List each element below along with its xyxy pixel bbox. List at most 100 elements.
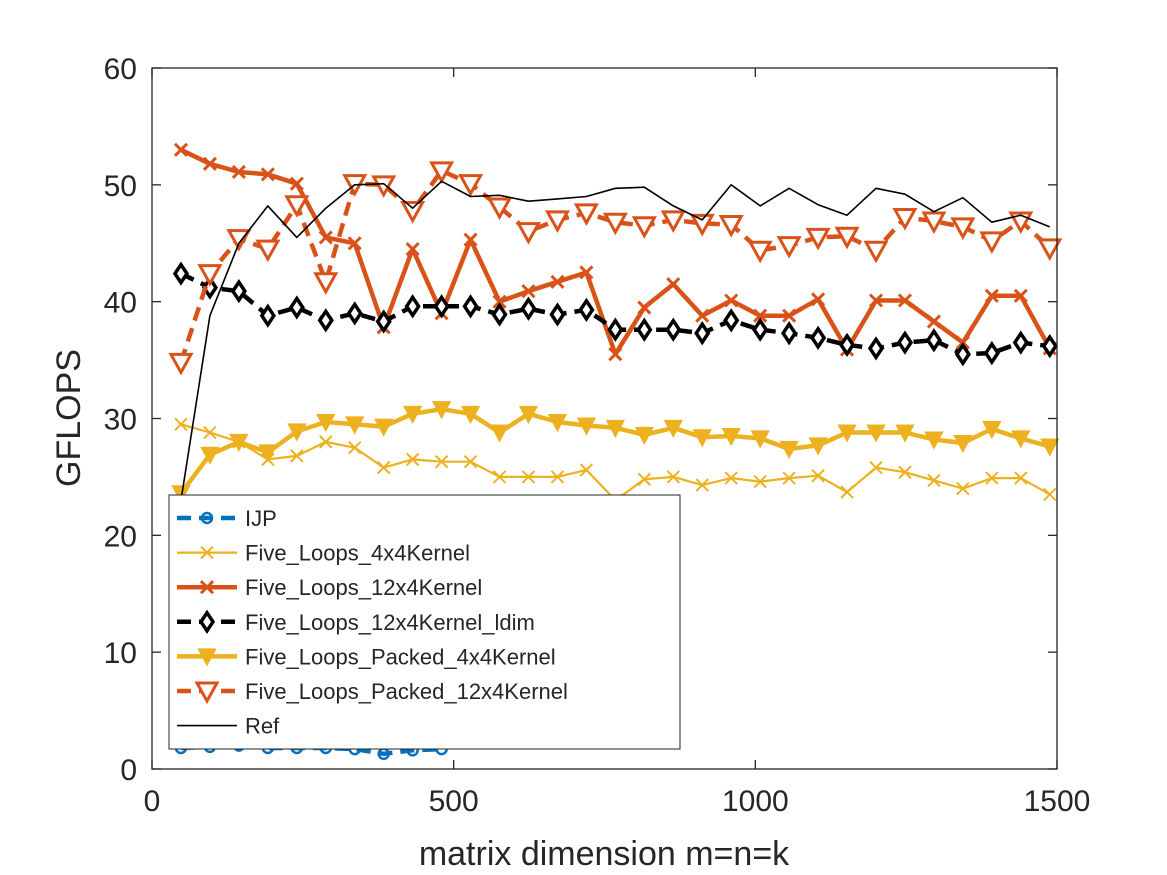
data-point-s4-p13	[547, 414, 568, 433]
data-point-s3-p17	[665, 317, 682, 342]
y-tick-label-2: 20	[104, 520, 137, 553]
data-point-s5-p11	[486, 197, 513, 221]
data-point-s5-p15	[602, 212, 628, 236]
data-point-s4-p20	[750, 430, 770, 449]
data-point-s5-p14	[573, 203, 599, 226]
data-point-s5-p13	[544, 210, 570, 233]
data-point-s5-p16	[631, 216, 657, 239]
data-point-s3-p12	[520, 296, 537, 321]
data-point-s5-p28	[979, 231, 1005, 255]
data-point-s3-p0	[172, 261, 190, 286]
legend-marker-0	[200, 511, 214, 525]
data-point-s2-p3	[260, 167, 275, 182]
x-tick-label-3: 1500	[1024, 785, 1091, 818]
data-point-s4-p22	[808, 437, 828, 456]
data-point-s5-p9	[429, 161, 455, 184]
data-point-s5-p23	[834, 226, 860, 250]
series-3	[172, 261, 1058, 367]
data-point-s5-p5	[313, 272, 339, 295]
data-point-s3-p14	[578, 297, 595, 322]
y-axis-label: GFLOPS	[50, 349, 88, 487]
data-point-s3-p21	[781, 321, 798, 346]
y-tick-label-4: 40	[104, 287, 137, 320]
x-tick-label-2: 1000	[722, 785, 789, 818]
data-point-s3-p7	[375, 309, 392, 334]
data-point-s1-p21	[782, 471, 796, 485]
data-point-s4-p9	[431, 401, 452, 420]
x-tick-label-1: 500	[429, 785, 479, 818]
data-point-s1-p0	[174, 417, 188, 432]
data-point-s1-p20	[753, 474, 767, 489]
data-point-s4-p21	[779, 440, 799, 460]
legend-marker-5	[194, 681, 220, 705]
data-point-s5-p24	[863, 240, 889, 264]
data-point-s3-p20	[752, 317, 769, 342]
legend-marker-1	[200, 545, 214, 560]
data-point-s4-p7	[374, 418, 394, 437]
data-point-s5-p17	[660, 210, 686, 233]
data-point-s2-p24	[868, 293, 884, 308]
data-point-s1-p19	[724, 471, 738, 485]
data-point-s3-p23	[838, 332, 856, 358]
data-point-s5-p18	[689, 213, 715, 237]
data-point-s1-p13	[550, 470, 565, 484]
legend: IJP Five_Loops_4x4Kernel Five_Loops_12x4Ke…	[168, 494, 681, 750]
y-tick-label-6: 60	[104, 53, 137, 86]
data-point-s5-p20	[747, 240, 773, 264]
data-point-s1-p25	[898, 465, 912, 479]
data-point-s5-p7	[371, 175, 397, 198]
data-point-s3-p15	[607, 317, 624, 342]
data-point-s1-p24	[869, 460, 883, 475]
data-point-s5-p0	[168, 352, 194, 376]
legend-marker-4	[197, 648, 217, 667]
data-point-s1-p11	[492, 470, 507, 484]
data-point-s3-p1	[201, 275, 219, 300]
data-point-s4-p24	[866, 424, 886, 443]
data-point-s3-p8	[404, 294, 421, 319]
legend-label-2: Five_Loops_12x4Kernel	[245, 575, 482, 600]
series-5	[168, 161, 1063, 376]
data-point-s4-p2	[229, 433, 249, 452]
data-point-s2-p22	[811, 292, 826, 307]
data-point-s4-p28	[982, 421, 1002, 440]
data-point-s5-p27	[950, 217, 976, 240]
data-point-s4-p23	[837, 424, 857, 443]
series-line-6	[180, 180, 1051, 501]
data-point-s1-p28	[985, 471, 999, 485]
data-point-s2-p29	[1013, 288, 1028, 303]
data-point-s4-p18	[692, 429, 712, 448]
data-point-s1-p6	[348, 441, 362, 455]
data-point-s2-p28	[984, 288, 999, 303]
legend-marker-2	[199, 580, 215, 595]
data-point-s5-p8	[400, 201, 426, 224]
data-point-s4-p6	[345, 416, 365, 435]
data-point-s4-p5	[316, 414, 336, 433]
data-point-s4-p26	[924, 431, 944, 450]
data-point-s2-p13	[550, 274, 565, 289]
data-point-s2-p17	[666, 277, 681, 292]
data-point-s3-p9	[433, 294, 450, 319]
data-point-s5-p30	[1037, 238, 1063, 262]
data-point-s5-p22	[805, 227, 831, 251]
data-point-s2-p21	[782, 308, 797, 323]
data-point-s4-p16	[634, 426, 654, 445]
data-point-s4-p10	[460, 405, 481, 424]
data-point-s2-p5	[318, 230, 333, 245]
data-point-s1-p30	[1043, 487, 1057, 502]
data-point-s1-p14	[579, 463, 594, 477]
data-point-s4-p1	[200, 446, 220, 465]
data-point-s2-p8	[405, 242, 420, 257]
data-point-s2-p11	[492, 294, 507, 309]
data-point-s4-p4	[287, 423, 307, 442]
data-point-s5-p12	[515, 222, 542, 245]
data-point-s3-p22	[809, 325, 827, 351]
data-point-s5-p26	[921, 211, 947, 235]
data-point-s3-p29	[1012, 330, 1029, 355]
data-point-s3-p19	[723, 308, 740, 333]
series-6	[180, 180, 1051, 501]
legend-label-0: IJP	[245, 506, 277, 531]
data-point-s4-p27	[953, 435, 973, 454]
data-point-s2-p16	[637, 300, 652, 315]
legend-box	[168, 494, 681, 750]
